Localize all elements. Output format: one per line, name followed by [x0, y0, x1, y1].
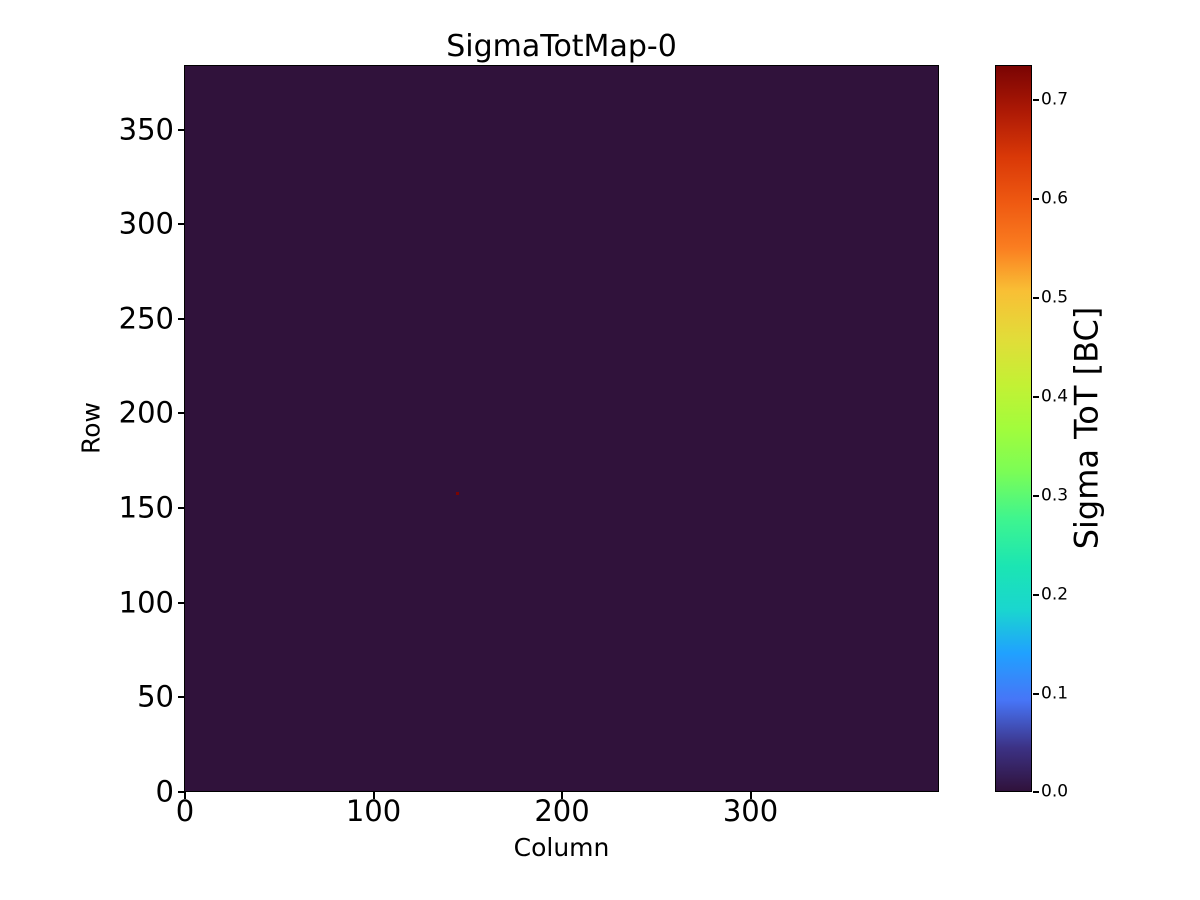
y-tick-label: 350 — [118, 112, 174, 146]
x-tick-mark — [561, 792, 563, 799]
y-tick-label: 150 — [118, 490, 174, 525]
x-axis-label: Column — [513, 833, 610, 862]
colorbar-tick-label: 0.7 — [1041, 89, 1069, 110]
y-axis-label: Row — [76, 402, 106, 454]
x-tick-label: 300 — [722, 794, 779, 828]
x-tick-mark — [184, 792, 186, 799]
y-tick-mark — [178, 223, 185, 226]
x-tick-label: 200 — [534, 794, 590, 828]
x-tick-mark — [372, 792, 375, 799]
colorbar-axis-label: Sigma ToT [BC] — [1067, 306, 1106, 550]
colorbar-tick-mark — [1033, 296, 1039, 299]
y-tick-label: 50 — [137, 679, 174, 714]
y-tick-mark — [178, 507, 185, 510]
colorbar-tick-mark — [1033, 593, 1039, 596]
y-tick-label: 250 — [118, 301, 174, 336]
colorbar-tick-mark — [1033, 791, 1039, 793]
y-tick-label: 0 — [155, 774, 174, 809]
x-tick-mark — [749, 792, 752, 799]
hot-pixel — [456, 492, 459, 495]
colorbar-tick-label: 0.0 — [1041, 781, 1069, 802]
colorbar-tick-label: 0.6 — [1041, 188, 1069, 209]
colorbar — [995, 65, 1032, 792]
y-tick-label: 200 — [118, 395, 174, 430]
colorbar-tick-label: 0.5 — [1041, 287, 1069, 308]
colorbar-tick-mark — [1033, 197, 1039, 200]
y-tick-mark — [178, 128, 185, 131]
chart-title: SigmaTotMap-0 — [446, 29, 677, 64]
y-tick-mark — [178, 696, 185, 699]
y-tick-mark — [178, 791, 185, 793]
x-tick-label: 0 — [175, 794, 195, 828]
colorbar-tick-label: 0.4 — [1041, 386, 1069, 407]
x-tick-label: 100 — [345, 794, 402, 828]
heatmap-axes — [184, 65, 939, 792]
y-tick-label: 300 — [118, 206, 174, 241]
colorbar-tick-mark — [1033, 692, 1039, 695]
colorbar-tick-mark — [1033, 99, 1039, 101]
y-tick-label: 100 — [118, 585, 174, 620]
y-tick-mark — [178, 317, 185, 320]
colorbar-tick-label: 0.1 — [1041, 683, 1069, 703]
colorbar-tick-mark — [1033, 395, 1039, 398]
colorbar-tick-label: 0.2 — [1041, 584, 1069, 605]
y-tick-mark — [178, 601, 185, 604]
colorbar-tick-label: 0.3 — [1041, 485, 1069, 506]
colorbar-tick-mark — [1033, 494, 1039, 497]
y-tick-mark — [178, 412, 185, 415]
